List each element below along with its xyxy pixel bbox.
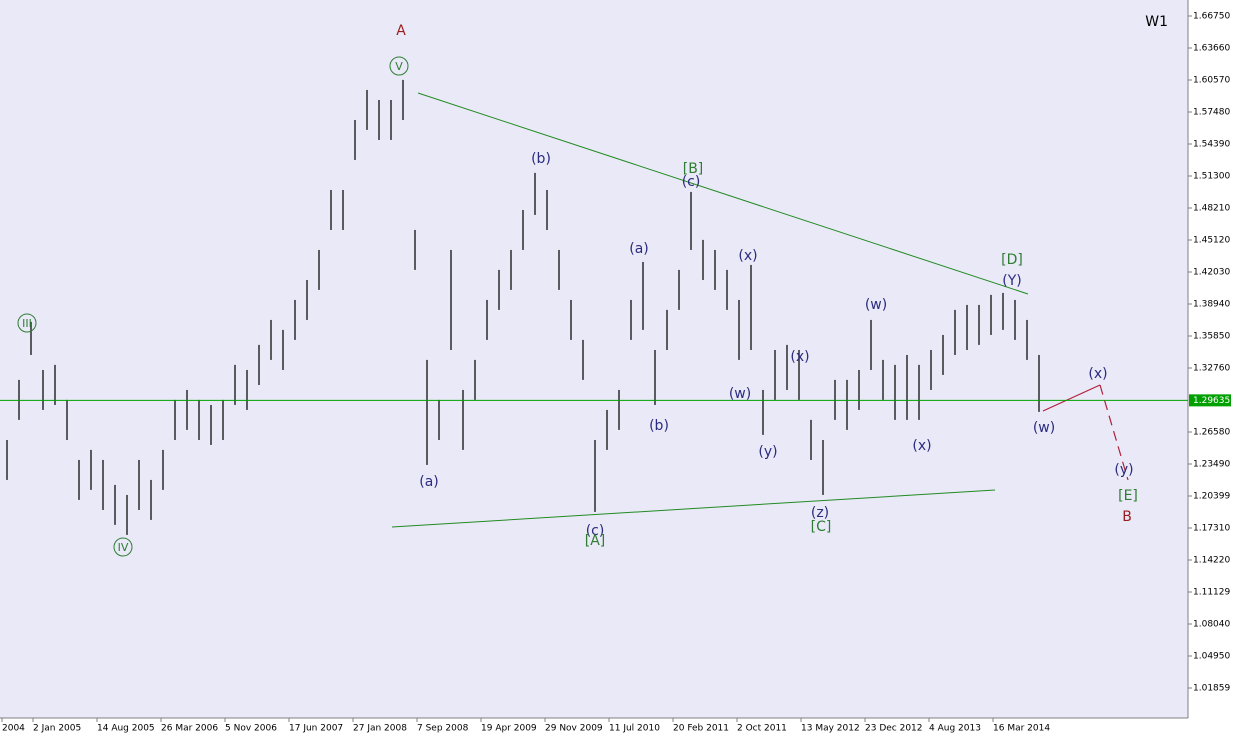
y-tick-label: 1.66750: [1193, 11, 1230, 21]
y-tick-label: 1.08040: [1193, 619, 1230, 629]
wave-label: V: [395, 60, 403, 73]
wave-label: (w): [729, 386, 751, 402]
wave-label: [A]: [585, 533, 606, 549]
x-tick-label: 23 Dec 2012: [865, 724, 923, 734]
x-tick-label: 29 Nov 2009: [545, 724, 603, 734]
y-tick-label: 1.42030: [1193, 267, 1230, 277]
y-tick-label: 1.48210: [1193, 203, 1230, 213]
x-tick-label: 20 Feb 2011: [673, 724, 729, 734]
wave-label: (a): [629, 241, 649, 257]
wave-label: (w): [865, 297, 887, 313]
wave-label: (Y): [1002, 273, 1021, 289]
y-tick-label: 1.20399: [1193, 492, 1230, 502]
projection-line: [1042, 384, 1101, 412]
x-tick-label: 2 Jan 2005: [33, 724, 81, 734]
x-tick-label: 26 Mar 2006: [161, 724, 218, 734]
x-tick-label: 2 Oct 2011: [737, 724, 787, 734]
current-price-box: [1189, 394, 1231, 407]
x-tick-label: 11 Jul 2010: [609, 724, 660, 734]
y-tick-label: 1.17310: [1193, 523, 1230, 533]
x-tick-label: 19 Apr 2009: [481, 724, 537, 734]
x-tick-label: 16 Mar 2014: [993, 724, 1050, 734]
x-tick-label: 14 Aug 2005: [97, 724, 155, 734]
y-tick-label: 1.23490: [1193, 459, 1230, 469]
y-tick-label: 1.14220: [1193, 555, 1230, 565]
wave-label: (b): [649, 418, 669, 434]
price-axis-area: [1188, 0, 1243, 744]
wave-label: (x): [1088, 366, 1107, 382]
y-tick-label: 1.54390: [1193, 139, 1230, 149]
upper-trendline: [417, 92, 1029, 295]
x-tick-label: 17 Jun 2007: [289, 724, 343, 734]
y-tick-label: 1.60570: [1193, 75, 1230, 85]
wave-label: (x): [912, 438, 931, 454]
x-tick-label: 5 Nov 2006: [225, 724, 277, 734]
y-tick-label: 1.26580: [1193, 427, 1230, 437]
x-tick-label: 13 May 2012: [801, 724, 860, 734]
wave-label: (x): [738, 248, 757, 264]
x-tick-label: 27 Jan 2008: [353, 724, 407, 734]
y-tick-label: 1.04950: [1193, 651, 1230, 661]
wave-label: (b): [531, 151, 551, 167]
wave-label: B: [1122, 509, 1132, 525]
wave-label: IV: [118, 541, 129, 554]
wave-circle: [17, 313, 37, 333]
x-tick-label: 4 Aug 2013: [929, 724, 981, 734]
wave-circle: [113, 537, 133, 557]
wave-label: [B]: [683, 161, 704, 177]
y-tick-label: 1.35850: [1193, 331, 1230, 341]
wave-label: [D]: [1001, 252, 1023, 268]
timeframe-label: W1: [1145, 14, 1168, 30]
y-tick-label: 1.51300: [1193, 171, 1230, 181]
time-axis-area: [0, 718, 1243, 744]
wave-label: (y): [758, 444, 777, 460]
y-tick-label: 1.32760: [1193, 363, 1230, 373]
y-tick-label: 1.01859: [1193, 683, 1230, 693]
wave-label: III: [22, 317, 32, 330]
y-tick-label: 1.63660: [1193, 43, 1230, 53]
wave-label: (y): [1114, 462, 1133, 478]
x-tick-label: 2004: [2, 724, 25, 734]
wave-label: (c): [586, 523, 605, 539]
y-tick-label: 1.11129: [1193, 588, 1230, 598]
y-tick-label: 1.57480: [1193, 107, 1230, 117]
wave-circle: [389, 56, 409, 76]
wave-label: [C]: [811, 519, 832, 535]
wave-label: (a): [419, 474, 439, 490]
wave-label: (c): [682, 174, 701, 190]
wave-label: [E]: [1118, 488, 1138, 504]
wave-label: (z): [811, 505, 829, 521]
plot-area: [0, 0, 1188, 718]
x-tick-label: 7 Sep 2008: [417, 724, 469, 734]
lower-trendline: [391, 489, 996, 528]
y-tick-label: 1.45120: [1193, 235, 1230, 245]
current-price-label: 1.29635: [1193, 396, 1230, 406]
y-tick-label: 1.38940: [1193, 299, 1230, 309]
wave-label: (x): [790, 349, 809, 365]
wave-label: A: [396, 23, 406, 39]
wave-label: (w): [1033, 420, 1055, 436]
